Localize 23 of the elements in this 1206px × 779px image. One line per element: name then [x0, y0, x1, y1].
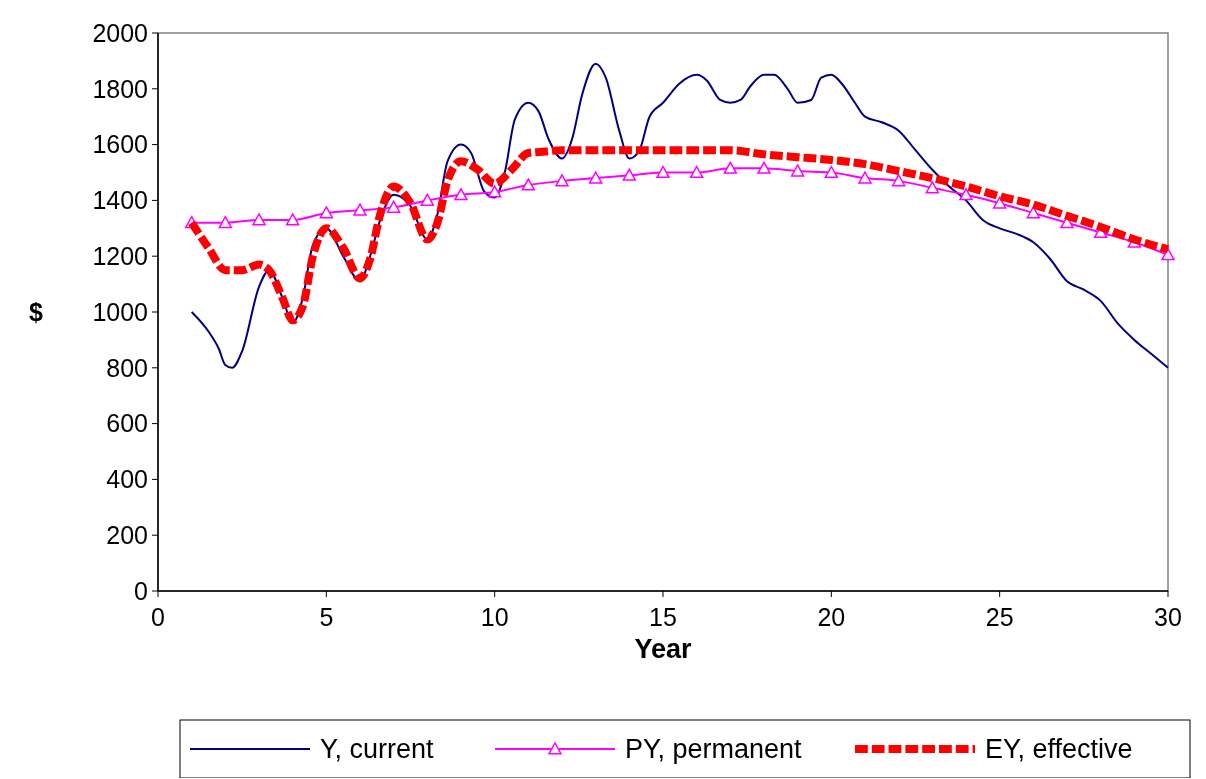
y-tick-label: 1000	[92, 297, 148, 326]
x-tick-label: 25	[985, 603, 1014, 631]
y-tick-label: 0	[134, 576, 148, 605]
y-tick-label: 1600	[92, 130, 148, 159]
legend-label: Y, current	[320, 734, 435, 765]
y-tick-label: 400	[106, 465, 148, 494]
legend-label: PY, permanent	[625, 734, 803, 765]
x-tick-label: 20	[817, 603, 846, 631]
x-tick-label: 30	[1154, 603, 1182, 631]
x-axis-title: Year	[634, 634, 693, 664]
x-tick-label: 5	[319, 603, 334, 631]
y-tick-label: 600	[106, 409, 148, 438]
y-axis-title: $	[29, 297, 44, 326]
x-tick-label: 15	[649, 603, 677, 631]
y-tick-label: 800	[106, 353, 148, 382]
legend-label: EY, effective	[985, 734, 1133, 765]
x-tick-label: 10	[480, 603, 509, 631]
y-tick-label: 1200	[92, 241, 148, 270]
y-tick-label: 1800	[92, 74, 148, 103]
y-tick-label: 1400	[92, 186, 148, 215]
y-tick-label: 2000	[92, 18, 148, 47]
y-tick-label: 200	[106, 520, 148, 549]
x-tick-label: 0	[151, 603, 165, 631]
